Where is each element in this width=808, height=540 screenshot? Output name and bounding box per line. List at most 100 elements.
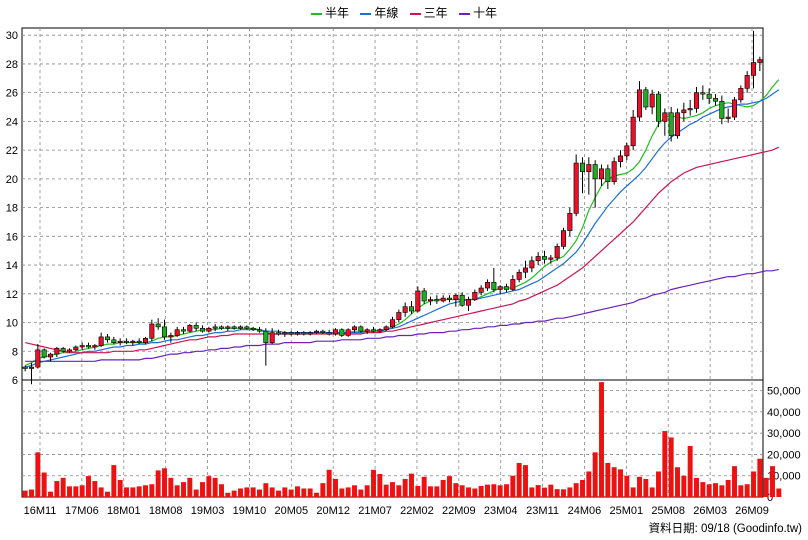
volume-bar bbox=[485, 484, 490, 497]
volume-tick-label: 30,000 bbox=[767, 428, 801, 440]
legend-swatch-one-year bbox=[360, 12, 372, 15]
volume-bar bbox=[687, 445, 693, 497]
candle-body bbox=[503, 286, 510, 290]
candle-body bbox=[757, 59, 763, 63]
candle-body bbox=[725, 116, 731, 119]
candle-body bbox=[440, 297, 446, 302]
candle-body bbox=[478, 287, 484, 293]
volume-bar bbox=[605, 462, 611, 497]
candle-body bbox=[408, 306, 415, 312]
volume-bar bbox=[573, 483, 579, 497]
x-tick-label: 23M04 bbox=[484, 505, 518, 517]
ma-line-ten-year bbox=[25, 268, 779, 362]
volume-bar bbox=[371, 469, 376, 497]
price-tick-label: 6 bbox=[12, 375, 18, 387]
candle-body bbox=[206, 327, 212, 332]
candle-body bbox=[446, 297, 453, 300]
candle-body bbox=[687, 108, 693, 111]
candle-body bbox=[256, 329, 263, 332]
candle-body bbox=[244, 326, 250, 329]
volume-tick-label: 0 bbox=[767, 492, 773, 504]
price-tick-label: 22 bbox=[6, 145, 18, 157]
volume-bar bbox=[295, 486, 300, 497]
volume-bar bbox=[491, 484, 497, 497]
volume-bar bbox=[41, 472, 47, 497]
volume-bar bbox=[580, 479, 585, 497]
candle-body bbox=[225, 326, 231, 329]
candle-body bbox=[307, 332, 313, 335]
candle-body bbox=[212, 326, 218, 329]
candle-body bbox=[168, 335, 174, 338]
candle-body bbox=[117, 340, 123, 343]
candle-body bbox=[535, 256, 541, 262]
volume-bar bbox=[447, 476, 452, 497]
candle-body bbox=[282, 332, 288, 335]
volume-bar bbox=[472, 488, 478, 497]
volume-bar bbox=[421, 476, 427, 497]
volume-bar bbox=[105, 491, 110, 497]
candle-body bbox=[218, 326, 225, 329]
volume-bar bbox=[320, 483, 326, 497]
price-tick-label: 16 bbox=[6, 231, 18, 243]
volume-bar bbox=[592, 452, 598, 497]
candle-body bbox=[180, 329, 187, 332]
candle-body bbox=[85, 345, 92, 348]
volume-bar bbox=[643, 478, 649, 497]
candle-body bbox=[149, 323, 155, 339]
volume-bar bbox=[763, 477, 769, 497]
candle-body bbox=[123, 340, 130, 343]
candle-body bbox=[731, 99, 738, 118]
volume-bar bbox=[700, 482, 706, 497]
volume-bar bbox=[73, 486, 79, 497]
candle-body bbox=[693, 92, 700, 109]
candle-body bbox=[700, 92, 706, 95]
candle-body bbox=[22, 366, 28, 369]
x-tick-label: 24M06 bbox=[568, 505, 602, 517]
volume-bar bbox=[193, 489, 199, 497]
price-tick-label: 24 bbox=[6, 116, 18, 128]
source-text: 資料日期: 09/18 (Goodinfo.tw) bbox=[648, 523, 802, 535]
volume-bar bbox=[263, 483, 269, 497]
volume-bar bbox=[732, 466, 737, 497]
volume-bar bbox=[269, 487, 275, 497]
volume-bar bbox=[124, 487, 129, 497]
candle-body bbox=[573, 162, 579, 214]
price-tick-label: 8 bbox=[12, 346, 18, 358]
candle-body bbox=[744, 75, 750, 89]
candle-body bbox=[275, 332, 282, 335]
volume-bar bbox=[200, 482, 205, 497]
candle-body bbox=[598, 168, 605, 180]
legend-swatch-three-year bbox=[409, 12, 421, 15]
volume-bar bbox=[212, 477, 218, 497]
candle-body bbox=[567, 213, 573, 231]
volume-bar bbox=[238, 488, 243, 497]
x-tick-label: 19M10 bbox=[233, 505, 267, 517]
volume-bar bbox=[282, 487, 288, 497]
volume-bar bbox=[744, 484, 750, 497]
candle-body bbox=[662, 112, 668, 122]
candle-body bbox=[541, 256, 548, 260]
legend-label-half-year: 半年 bbox=[324, 6, 349, 20]
candle-body bbox=[364, 329, 370, 332]
volume-bar bbox=[136, 486, 142, 497]
candle-body bbox=[377, 329, 383, 332]
ma-line-three-year bbox=[25, 146, 780, 354]
volume-bar bbox=[662, 431, 668, 497]
candle-body bbox=[415, 290, 421, 312]
candle-body bbox=[332, 329, 339, 335]
candle-body bbox=[605, 168, 611, 183]
volume-bar bbox=[345, 487, 351, 497]
candle-body bbox=[719, 100, 725, 119]
candle-body bbox=[522, 267, 529, 273]
candle-body bbox=[706, 93, 712, 99]
price-tick-label: 18 bbox=[6, 203, 18, 215]
volume-bar bbox=[402, 478, 408, 497]
volume-bar bbox=[168, 477, 174, 497]
volume-bar bbox=[314, 492, 319, 497]
candle-body bbox=[681, 109, 687, 114]
candle-body bbox=[288, 332, 294, 335]
price-tick-label: 30 bbox=[6, 30, 18, 42]
x-tick-label: 26M09 bbox=[735, 505, 769, 517]
volume-bar bbox=[67, 486, 72, 497]
candle-body bbox=[313, 330, 320, 333]
